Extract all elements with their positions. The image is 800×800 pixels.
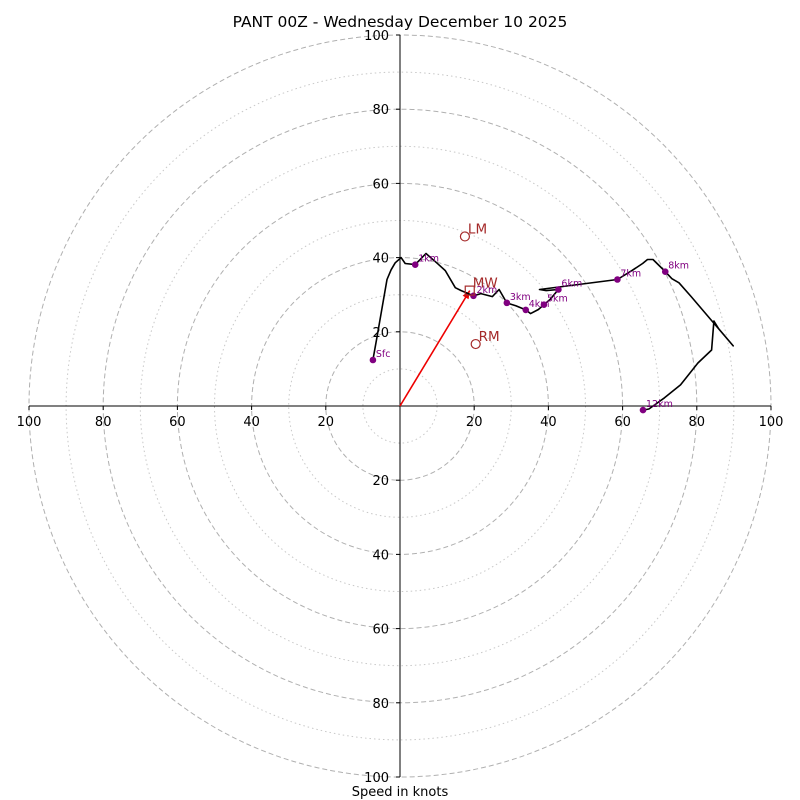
height-marker-label: 1km <box>418 254 439 265</box>
x-axis-label: Speed in knots <box>352 785 449 800</box>
chart-title: PANT 00Z - Wednesday December 10 2025 <box>233 13 568 31</box>
x-tick-label: 100 <box>759 415 784 430</box>
mean-wind-vector <box>399 290 471 407</box>
x-tick-label: 60 <box>614 415 631 430</box>
height-marker-point <box>503 299 511 307</box>
height-marker-point <box>540 301 548 309</box>
y-tick-label: 20 <box>372 326 389 341</box>
storm-motion-label: LM <box>468 221 487 237</box>
x-tick-label: 20 <box>318 415 335 430</box>
storm-motion-label: MW <box>473 276 498 292</box>
height-marker-label: 7km <box>620 268 641 279</box>
height-marker-point <box>369 356 377 364</box>
tick-labels: 100 80 60 40 20 20 40 60 80 100 100 80 60 40 20 20 40 60 8… <box>17 29 784 786</box>
storm-motion-marker <box>470 338 481 350</box>
y-tick-label: 100 <box>364 29 389 44</box>
x-tick-label: 60 <box>169 415 186 430</box>
y-tick-label: 20 <box>372 474 389 489</box>
height-marker-label: 8km <box>668 261 689 272</box>
height-marker-label: 3km <box>510 292 531 303</box>
vector-shaft <box>399 290 471 407</box>
height-marker-label: 12km <box>646 399 673 410</box>
height-marker-label: 2km <box>476 285 497 296</box>
y-tick-label: 100 <box>364 771 389 786</box>
y-tick-label: 80 <box>372 697 389 712</box>
height-marker-point <box>522 306 530 314</box>
height-marker-point <box>614 276 621 283</box>
storm-motion-label: RM <box>479 329 500 345</box>
storm-motion-markers: LM MW RM <box>459 221 500 350</box>
y-tick-label: 40 <box>372 548 389 563</box>
height-marker-point <box>661 268 669 275</box>
x-tick-label: 20 <box>466 415 483 430</box>
height-marker-point <box>470 292 477 300</box>
height-marker-label: 5km <box>547 294 568 305</box>
x-tick-label: 100 <box>17 415 42 430</box>
height-marker-label: 6km <box>561 279 582 290</box>
height-marker-point <box>555 286 562 293</box>
x-tick-label: 40 <box>540 415 557 430</box>
storm-motion-marker <box>459 231 471 242</box>
y-tick-label: 40 <box>372 252 389 267</box>
y-tick-label: 80 <box>372 103 389 118</box>
y-tick-label: 60 <box>372 177 389 192</box>
height-marker-label: 4km <box>529 299 550 310</box>
height-marker-point <box>639 406 647 414</box>
hodograph-line <box>372 252 735 411</box>
height-marker-point <box>411 261 419 268</box>
y-tick-label: 60 <box>372 623 389 638</box>
storm-motion-marker <box>464 285 475 296</box>
x-tick-label: 40 <box>243 415 260 430</box>
x-tick-label: 80 <box>95 415 112 430</box>
height-marker-label: Sfc <box>376 349 391 360</box>
x-tick-label: 80 <box>689 415 706 430</box>
hodograph-trace <box>372 252 735 411</box>
